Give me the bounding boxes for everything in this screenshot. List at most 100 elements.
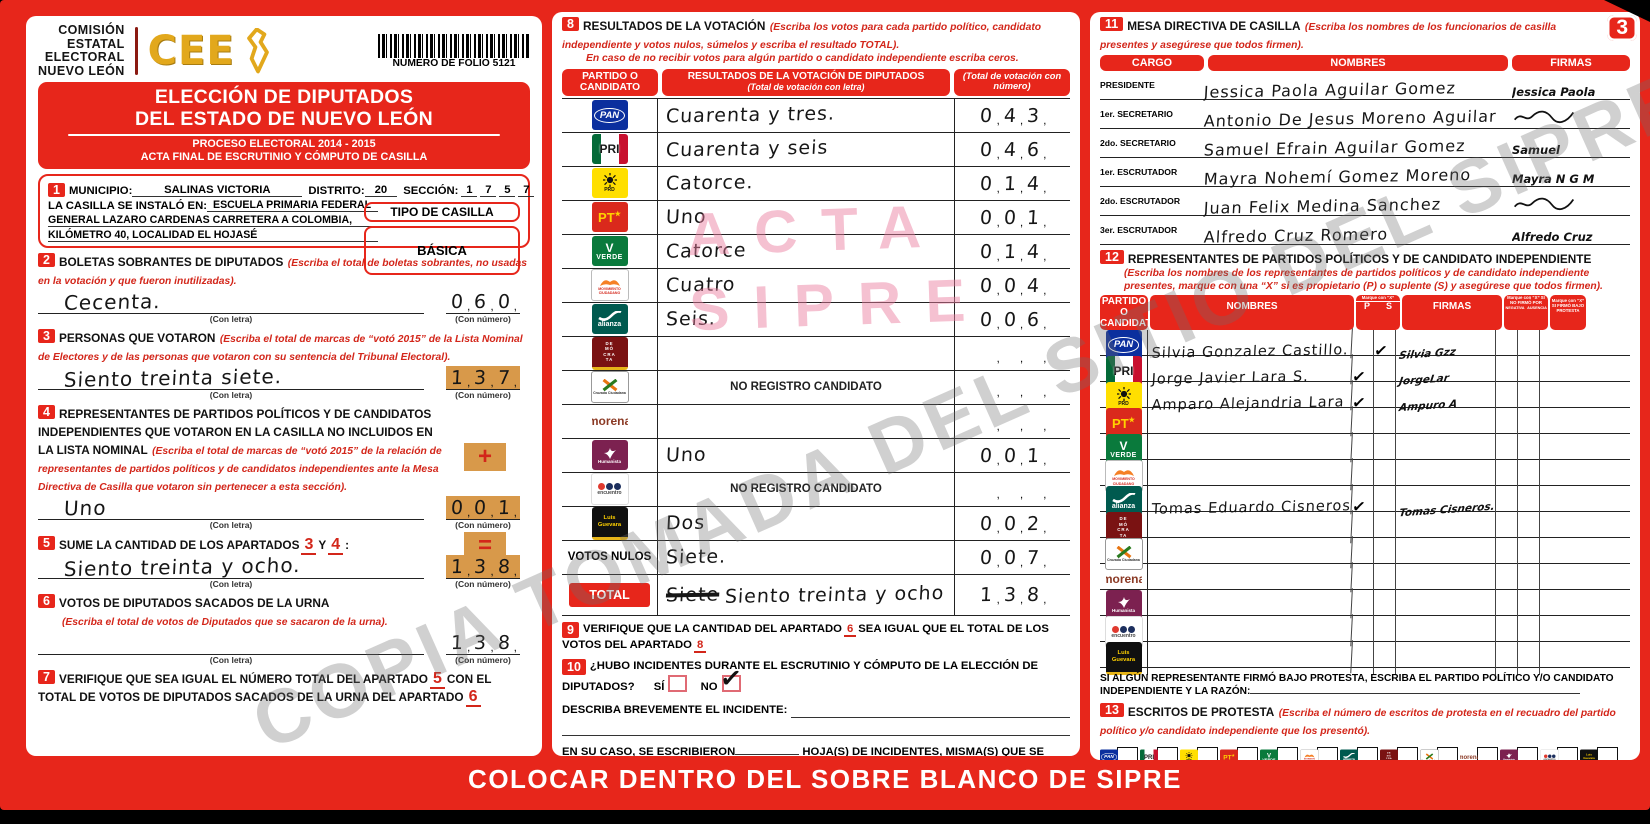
numero-value: 0,6,0,	[445, 290, 521, 314]
digit: 0	[1003, 512, 1018, 536]
signature: Mayra N G M	[1512, 172, 1595, 186]
tick-mark: ,	[1043, 112, 1047, 127]
mini-logo-wrap: Humanista	[1500, 749, 1518, 760]
negativa-cell	[1496, 382, 1518, 413]
results-table-header: PARTIDO O CANDIDATO RESULTADOS DE LA VOTA…	[562, 68, 1070, 96]
results-table-body: PAN Cuarenta y tres. 0, 4, 3, PRI Cuarenta …	[562, 97, 1070, 616]
no-label: NO	[700, 681, 718, 694]
handwritten-letra: Catorce.	[665, 171, 755, 196]
firma-cell	[1512, 196, 1630, 215]
org-name: COMISIÓN ESTATAL ELECTORAL NUEVO LEÓN	[38, 23, 125, 78]
tick-mark: ,	[490, 505, 494, 520]
ausencia-cell	[1518, 642, 1540, 676]
numero-value: 0,0,2,	[975, 512, 1049, 535]
escrito-protesta-item: alianza	[1340, 743, 1378, 760]
digit: 0	[979, 274, 995, 298]
escritos-count-box[interactable]	[1277, 746, 1298, 760]
humanista-logo-icon: Humanista	[1105, 590, 1142, 621]
hojas-text: EN SU CASO, SE ESCRIBIERON	[562, 745, 736, 757]
reps-row: PAN Silvia Gonzalez Castillo. ✓ Silvia G…	[1100, 328, 1630, 362]
section-7-verificacion: 7 VERIFIQUE QUE SEA IGUAL EL NÚMERO TOTAL…	[38, 670, 530, 708]
handwritten-letra: Uno	[63, 495, 108, 521]
escritos-count-box[interactable]	[1517, 746, 1538, 760]
escritos-count-box[interactable]	[1237, 746, 1258, 760]
numero-value: 0,0,4,	[975, 274, 1049, 297]
incident-line[interactable]	[562, 718, 1070, 736]
negativa-cell	[1496, 616, 1518, 649]
tick-mark: ,	[996, 248, 1000, 263]
digit: 6	[1026, 138, 1041, 162]
ausencia-cell	[1518, 590, 1540, 621]
si-checkbox[interactable]	[668, 675, 688, 693]
digit: 0	[1003, 546, 1018, 570]
tick-mark: ,	[996, 592, 1000, 607]
escritos-count-box[interactable]	[1197, 746, 1218, 760]
razon-line[interactable]	[1250, 693, 1581, 695]
luis-logo-icon: Luis Guevara	[591, 506, 628, 540]
firma-cell	[1396, 434, 1496, 465]
numero-value: 0,1,4,	[975, 172, 1049, 195]
negativa-cell	[1496, 564, 1518, 595]
pan-logo-icon: PAN	[591, 100, 628, 131]
escritos-count-box[interactable]	[1157, 746, 1178, 760]
digit: 0	[979, 138, 995, 162]
section-number: 5	[38, 535, 55, 550]
humanista-logo-icon: Humanista	[591, 440, 628, 471]
escrito-protesta-item: morena	[1460, 743, 1498, 760]
numero-cell: , , ,	[954, 370, 1070, 404]
no-checkbox[interactable]	[721, 675, 741, 693]
letra-cell: Cuarenta y tres.	[658, 99, 954, 132]
plus-operator-icon: +	[463, 443, 506, 472]
party-cell: TOTAL	[562, 574, 658, 615]
escritos-count-box[interactable]	[1557, 746, 1578, 760]
section-title: CON EL TOTAL DE VOTOS DE DIPUTADOS SACAD…	[38, 672, 492, 705]
escritos-count-box[interactable]	[1437, 746, 1458, 760]
tick-mark: ,	[1019, 180, 1024, 195]
section-instructions: (Escriba los votos para cada partido pol…	[562, 22, 1042, 51]
escritos-count-box[interactable]	[1597, 746, 1618, 760]
p-cell	[1352, 538, 1374, 571]
incident-line[interactable]	[791, 704, 1070, 718]
numero-value: 0,0,1,	[975, 444, 1049, 467]
digit: 0	[979, 172, 995, 196]
tipo-casilla-block: TIPO DE CASILLA BÁSICA	[364, 201, 520, 275]
digit	[1000, 378, 1020, 399]
reps-row: V VERDE	[1100, 432, 1630, 466]
tick-mark: ,	[513, 298, 518, 313]
ausencia-cell	[1518, 564, 1540, 595]
section-number: 10	[562, 658, 586, 676]
tick-mark: ,	[1019, 486, 1024, 501]
firma-cell	[1396, 512, 1496, 546]
pan-logo-icon: PAN	[1105, 330, 1142, 361]
numero-cell: 0,0,6,	[954, 302, 1070, 336]
cargo-label: PRESIDENTE	[1100, 80, 1155, 90]
tick-mark: ,	[1043, 520, 1047, 535]
section-title: REPRESENTANTES DE PARTIDOS POLÍTICOS Y D…	[1127, 252, 1592, 266]
party-cell: PAN	[562, 98, 658, 132]
digit: 0	[979, 444, 995, 468]
handwritten-letra: Cuarenta y tres.	[665, 103, 836, 128]
escritos-count-box[interactable]	[1397, 746, 1418, 760]
escritos-count-box[interactable]	[1357, 746, 1378, 760]
escritos-count-box[interactable]	[1317, 746, 1338, 760]
numero-cell: 0,0,2,	[954, 506, 1070, 540]
protest-note: SI ALGÚN REPRESENTANTE FIRMÓ BAJO PROTES…	[1100, 673, 1614, 698]
firma-cell	[1396, 590, 1496, 621]
section-2-boletas-sobrantes: 2 BOLETAS SOBRANTES DE DIPUTADOS (Escriba…	[38, 252, 530, 324]
escritos-count-box[interactable]	[1477, 746, 1498, 760]
negativa-cell	[1496, 642, 1518, 676]
check-mark-icon: ✓	[1350, 498, 1367, 517]
ausencia-cell	[1518, 616, 1540, 649]
reps-row: PT★	[1100, 406, 1630, 440]
section-instructions: En caso de no recibir votos para algún p…	[586, 53, 1019, 64]
hojas-count-line[interactable]	[735, 753, 800, 755]
digit	[977, 378, 997, 399]
tick-mark: ,	[1019, 554, 1024, 569]
section-3-personas-votaron: 3 PERSONAS QUE VOTARON (Escriba el total …	[38, 328, 530, 400]
numero-cell: 0,4,3,	[954, 98, 1070, 132]
digit	[1024, 344, 1044, 365]
escritos-count-box[interactable]	[1117, 746, 1138, 760]
